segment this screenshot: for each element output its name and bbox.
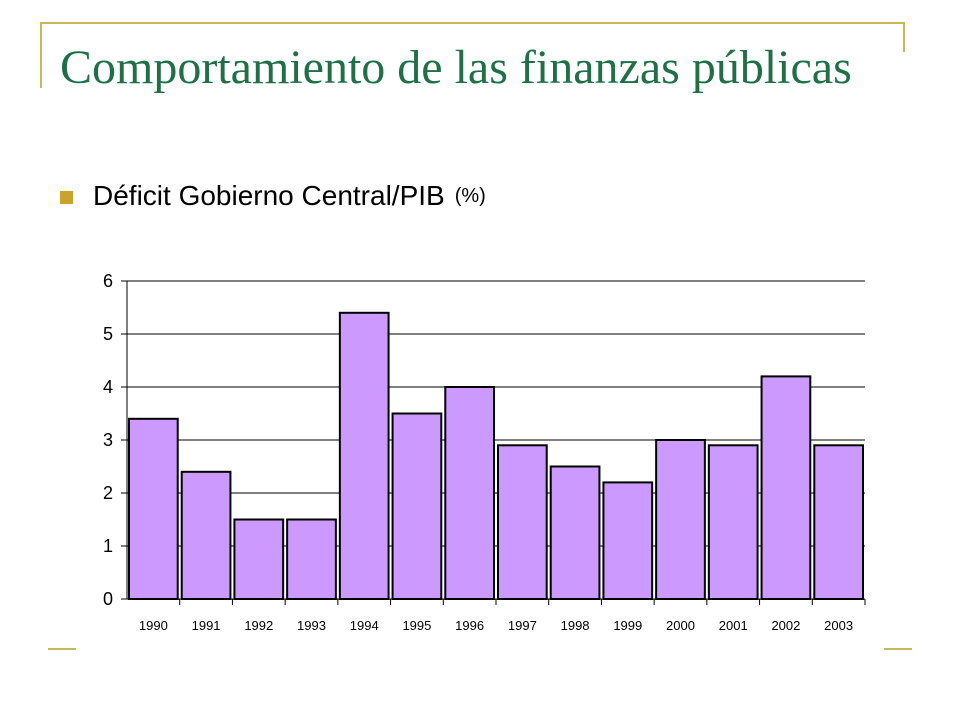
footer-left-line [48,648,76,650]
bar-1992 [233,518,285,600]
y-tick-label: 3 [103,430,113,450]
bar-1995 [391,412,443,600]
y-tick-label: 5 [103,324,113,344]
bar-2001 [707,444,759,600]
bullet-square-icon [60,190,73,204]
frame-left-line [40,22,42,88]
y-tick-label: 0 [103,589,113,609]
frame-right-line [903,22,905,52]
bullet-item: Déficit Gobierno Central/PIB (%) [60,180,486,212]
bar-1991 [180,470,232,600]
bar-1994 [338,311,390,600]
axes [121,280,866,605]
bar-2003 [813,444,864,600]
x-tick-label: 1995 [402,618,431,633]
x-tick-labels: 1990 1991 1992 1993 1994 1995 1996 1997 1998 1999… [139,618,853,633]
x-tick-label: 1996 [455,618,484,633]
bar-1993 [286,518,337,600]
x-tick-label: 2002 [771,618,800,633]
x-tick-label: 1993 [297,618,326,633]
x-tick-label: 1992 [244,618,273,633]
x-tick-label: 1994 [350,618,379,633]
x-tick-label: 1998 [561,618,590,633]
x-tick-label: 1991 [192,618,221,633]
bullet-unit: (%) [454,184,486,207]
x-tick-label: 2003 [824,618,853,633]
bar-1990 [128,417,179,600]
y-tick-label: 1 [103,536,113,556]
bar-1997 [497,444,548,600]
footer-right-line [884,648,912,650]
y-tick-labels: 0 1 2 3 4 5 6 [103,271,113,609]
x-tick-label: 2000 [666,618,695,633]
slide-title: Comportamiento de las finanzas públicas [60,41,852,94]
x-tick-label: 1999 [613,618,642,633]
bar-1999 [602,481,654,600]
bar-2002 [760,375,812,600]
x-tick-label: 2001 [719,618,748,633]
bars [128,311,864,600]
y-tick-label: 2 [103,483,113,503]
bar-2000 [655,439,706,600]
x-tick-label: 1997 [508,618,537,633]
bar-1998 [549,465,601,600]
bullet-text: Déficit Gobierno Central/PIB [93,180,445,211]
x-tick-label: 1990 [139,618,168,633]
y-tick-label: 4 [103,377,113,397]
y-tick-label: 6 [103,271,113,291]
bar-1996 [444,386,495,600]
frame-top-line [40,22,905,24]
